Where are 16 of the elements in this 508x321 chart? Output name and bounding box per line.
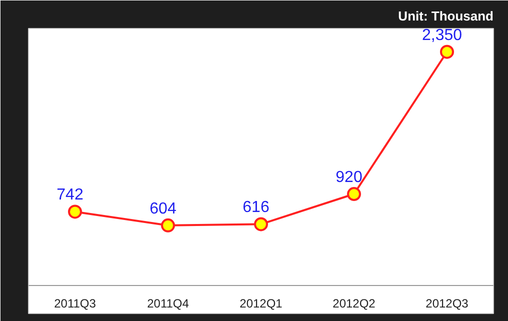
x-tick-label: 2011Q4: [147, 296, 190, 310]
data-label: 616: [242, 199, 270, 216]
point: [347, 187, 361, 201]
point: [440, 44, 454, 59]
x-tick-label: 2012Q3: [426, 296, 469, 310]
point: [68, 204, 82, 219]
data-label: 920: [336, 169, 362, 186]
x-tick-label: 2012Q1: [240, 296, 283, 310]
data-label: 742: [56, 186, 84, 204]
x-tick-label: 2012Q2: [332, 296, 376, 310]
data-label: 2,350: [422, 26, 462, 44]
text: Unit: Thousand: [398, 8, 494, 24]
x-tick-label: 2011Q3: [54, 296, 96, 310]
point: [161, 218, 175, 232]
point: [254, 217, 268, 232]
data-label: 604: [150, 200, 176, 218]
